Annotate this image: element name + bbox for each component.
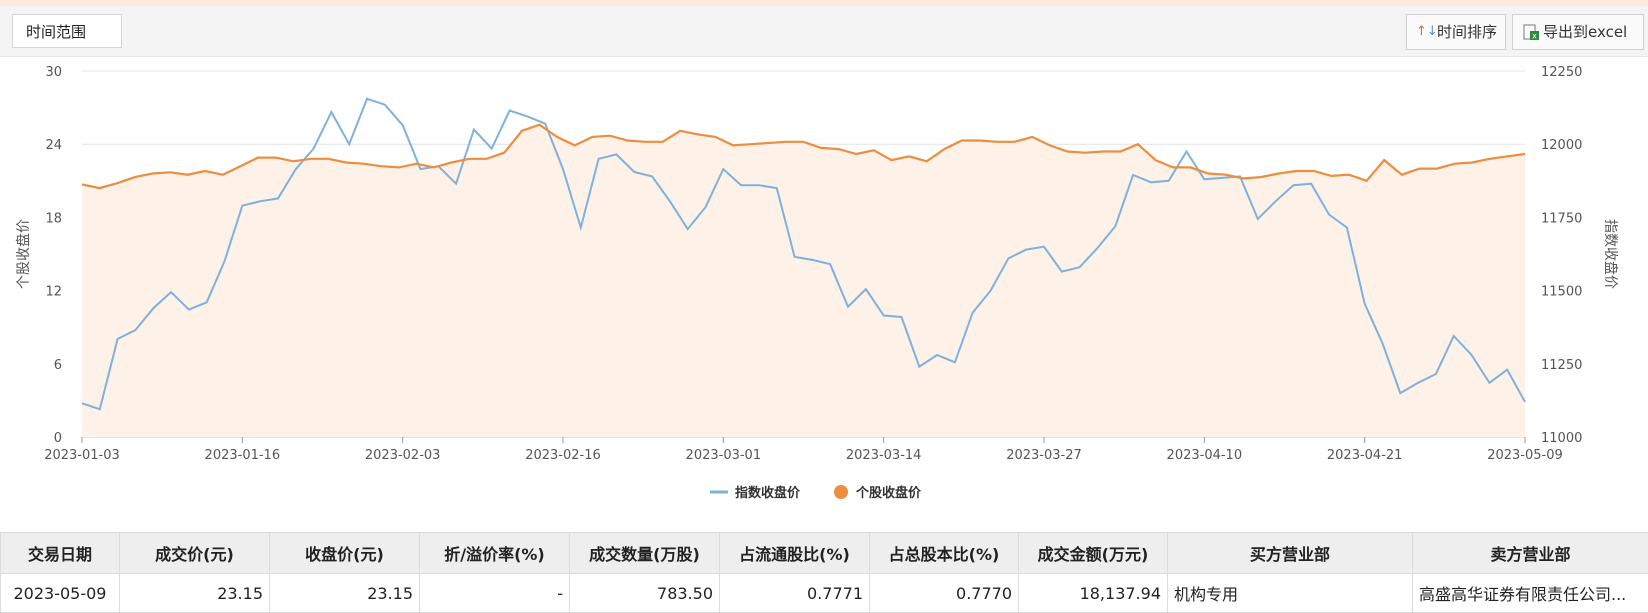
table-cell: 机构专用 [1168,574,1413,613]
y-left-tick-label: 24 [45,138,62,153]
svg-text:x: x [1532,32,1537,41]
time-sort-label: 时间排序 [1437,23,1497,41]
chart-legend: 指数收盘价 个股收盘价 [0,480,1648,504]
table-header-cell: 成交价(元) [120,533,270,574]
table-cell: 783.50 [570,574,720,613]
x-tick-label: 2023-03-14 [846,448,922,463]
y-right-axis-title: 指数收盘价 [1602,219,1619,289]
table-header-cell: 占流通股比(%) [720,533,870,574]
x-tick-label: 2023-03-27 [1006,448,1082,463]
sort-arrows-icon: ↑↓ [1416,15,1438,49]
y-left-axis-title: 个股收盘价 [15,219,32,289]
trade-table: 交易日期成交价(元)收盘价(元)折/溢价率(%)成交数量(万股)占流通股比(%)… [0,532,1648,613]
table-header-row: 交易日期成交价(元)收盘价(元)折/溢价率(%)成交数量(万股)占流通股比(%)… [1,533,1648,574]
y-left-tick-label: 30 [45,65,62,80]
x-tick-label: 2023-01-03 [44,448,120,463]
y-left-tick-label: 12 [45,285,62,300]
table-cell: 2023-05-09 [1,574,120,613]
x-tick-label: 2023-04-21 [1327,448,1403,463]
table-header-cell: 收盘价(元) [270,533,420,574]
table-header-cell: 买方营业部 [1168,533,1413,574]
excel-icon: x [1522,15,1540,55]
legend-index-label[interactable]: 指数收盘价 [735,485,801,501]
table-cell: 高盛高华证券有限责任公司... [1413,574,1648,613]
table-cell: 23.15 [120,574,270,613]
table-cell: 0.7771 [720,574,870,613]
legend-stock-swatch[interactable] [834,485,848,499]
x-tick-label: 2023-02-16 [525,448,601,463]
y-left-tick-label: 6 [54,358,62,373]
table-header-cell: 折/溢价率(%) [420,533,570,574]
table-header-cell: 成交数量(万股) [570,533,720,574]
table-cell: 0.7770 [870,574,1019,613]
y-right-tick-label: 11500 [1541,285,1582,300]
table-cell: - [420,574,570,613]
y-right-tick-label: 11750 [1541,211,1582,226]
legend-stock-label[interactable]: 个股收盘价 [855,485,922,501]
table-header-cell: 成交金额(万元) [1019,533,1168,574]
table-header-cell: 卖方营业部 [1413,533,1648,574]
export-excel-label: 导出到excel [1543,23,1627,41]
x-tick-label: 2023-04-10 [1167,448,1243,463]
table-header-cell: 交易日期 [1,533,120,574]
toolbar: 时间范围 ↑↓ 时间排序 x 导出到excel [0,6,1648,57]
time-sort-button[interactable]: ↑↓ 时间排序 [1406,14,1506,50]
y-right-tick-label: 12000 [1541,138,1582,153]
y-right-tick-label: 11000 [1541,431,1582,446]
export-excel-button[interactable]: x 导出到excel [1512,14,1644,50]
table-cell: 23.15 [270,574,420,613]
x-tick-label: 2023-02-03 [365,448,441,463]
time-range-button[interactable]: 时间范围 [12,14,122,48]
y-right-tick-label: 11250 [1541,358,1582,373]
y-left-tick-label: 18 [45,211,62,226]
table-cell: 18,137.94 [1019,574,1168,613]
x-tick-label: 2023-05-09 [1487,448,1563,463]
table-header-cell: 占总股本比(%) [870,533,1019,574]
x-tick-label: 2023-03-01 [686,448,762,463]
y-left-tick-label: 0 [54,431,62,446]
price-chart: 0 6 12 18 24 30 11000 11250 11500 11750 12000 12250… [0,56,1648,476]
x-tick-label: 2023-01-16 [205,448,281,463]
y-right-tick-label: 12250 [1541,65,1582,80]
